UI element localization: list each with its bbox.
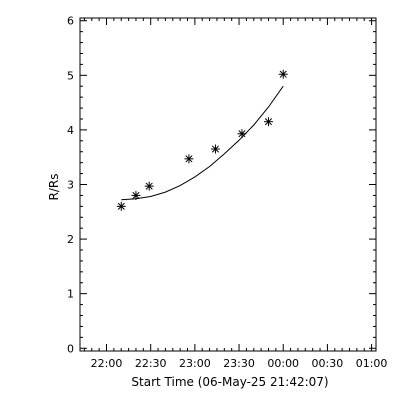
plot-frame — [79, 17, 377, 352]
x-tick-label: 22:00 — [91, 357, 123, 370]
x-tick-label: 00:00 — [267, 357, 299, 370]
data-point-asterisk — [210, 144, 220, 154]
x-tick-label: 22:30 — [135, 357, 167, 370]
x-tick-label: 23:00 — [179, 357, 211, 370]
y-tick-label: 4 — [67, 124, 74, 137]
data-point-asterisk — [116, 201, 126, 211]
x-tick-label: 00:30 — [312, 357, 344, 370]
x-tick-label: 01:00 — [356, 357, 388, 370]
y-tick-label: 1 — [67, 288, 74, 301]
fit-curve — [121, 85, 284, 201]
y-axis-label: R/Rs — [47, 174, 61, 201]
data-point-asterisk — [131, 190, 141, 200]
x-tick-label: 23:30 — [223, 357, 255, 370]
data-point-asterisk — [184, 154, 194, 164]
data-point-asterisk — [237, 129, 247, 139]
y-tick-label: 3 — [67, 179, 74, 192]
ticks-layer: 0 1 2 3 4 5 6 22:00 22:30 23:00 23:30 00:00 00:30 01:… — [67, 15, 387, 370]
y-tick-label: 0 — [67, 342, 74, 355]
y-tick-label: 2 — [67, 233, 74, 246]
y-tick-label: 6 — [67, 15, 74, 28]
y-tick-label: 5 — [67, 69, 74, 82]
data-point-asterisk — [263, 117, 273, 127]
data-point-asterisk — [144, 181, 154, 191]
data-point-asterisk — [278, 69, 288, 79]
fit-layer — [121, 85, 284, 201]
axes-layer — [79, 17, 377, 352]
points-layer — [116, 69, 288, 211]
x-axis-label: Start Time (06-May-25 21:42:07) — [131, 375, 328, 389]
